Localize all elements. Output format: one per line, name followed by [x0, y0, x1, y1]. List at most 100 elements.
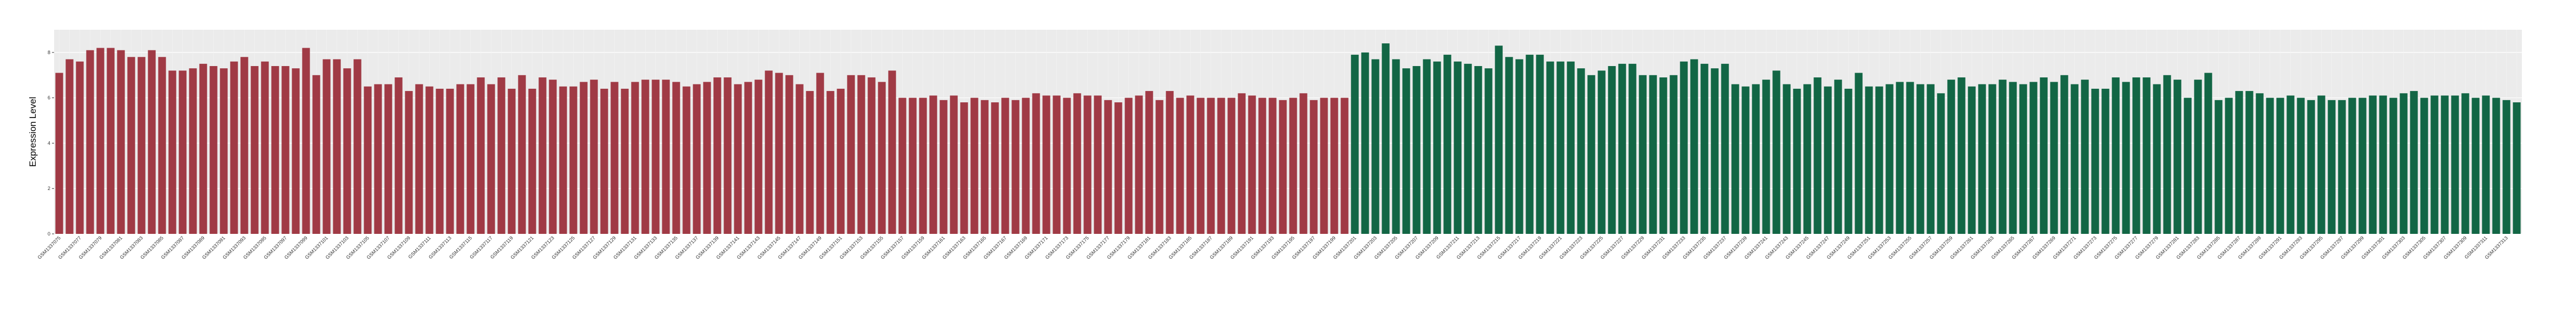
bar	[2040, 77, 2048, 234]
bar	[1618, 63, 1626, 234]
bar	[1155, 100, 1164, 234]
bar	[1639, 75, 1647, 234]
bar	[209, 66, 218, 234]
bar	[2194, 80, 2202, 234]
bar	[55, 73, 63, 234]
bar	[826, 91, 834, 234]
bar	[1166, 91, 1174, 234]
bar	[312, 75, 320, 234]
bar	[384, 84, 392, 234]
bar	[518, 75, 526, 234]
bar	[261, 61, 269, 234]
bar	[230, 61, 238, 234]
bar	[652, 80, 660, 234]
bar	[600, 88, 608, 234]
bar	[2019, 84, 2027, 234]
bar	[2214, 100, 2223, 234]
bar	[960, 102, 968, 234]
bar	[466, 84, 475, 234]
bar	[878, 82, 886, 234]
bar	[1968, 86, 1976, 234]
bar	[446, 88, 454, 234]
bar	[1731, 84, 1739, 234]
bar	[2173, 80, 2181, 234]
bar	[179, 70, 187, 234]
bar	[2112, 77, 2120, 234]
bar	[1083, 95, 1092, 234]
bar	[2472, 97, 2480, 234]
bar	[271, 66, 279, 234]
bar	[251, 66, 259, 234]
bar	[2307, 100, 2315, 234]
bar	[1546, 61, 1554, 234]
bar	[1125, 97, 1133, 234]
bar	[1783, 84, 1791, 234]
bar	[2204, 73, 2212, 234]
bar	[2091, 88, 2099, 234]
bar	[1402, 68, 1410, 234]
bar	[1742, 86, 1750, 234]
bar	[631, 82, 639, 234]
bar	[590, 80, 598, 234]
bar	[302, 48, 310, 234]
bar	[1320, 97, 1328, 234]
bar	[1947, 80, 1955, 234]
bar	[806, 91, 814, 234]
bar	[199, 63, 207, 234]
bar	[785, 75, 793, 234]
bar	[713, 77, 721, 234]
bar	[1824, 86, 1832, 234]
bar	[2143, 77, 2151, 234]
bar	[1011, 100, 1020, 234]
bar	[2009, 82, 2017, 234]
bar	[1186, 95, 1194, 234]
bar	[765, 70, 773, 234]
bar	[323, 59, 331, 234]
bar	[1238, 93, 1246, 234]
y-tick-label: 6	[48, 95, 50, 101]
bar	[2122, 82, 2130, 234]
bar	[1885, 84, 1894, 234]
bar	[2266, 97, 2274, 234]
bar	[2328, 100, 2336, 234]
bar	[2461, 93, 2469, 234]
bar	[117, 50, 125, 234]
bar	[2369, 95, 2377, 234]
bar	[436, 88, 444, 234]
bar	[2513, 102, 2521, 234]
bar	[1526, 55, 1534, 234]
bar	[1361, 52, 1369, 234]
bar	[682, 86, 691, 234]
plot-panel	[54, 30, 2522, 234]
bar	[2132, 77, 2140, 234]
x-axis-labels: GSM1337075GSM1337077GSM1337079GSM1337081…	[37, 235, 2509, 260]
y-tick-label: 2	[48, 186, 50, 191]
bar	[857, 75, 865, 234]
bar	[1135, 95, 1143, 234]
bar	[220, 68, 228, 234]
bar	[333, 59, 341, 234]
bar	[2081, 80, 2089, 234]
bar	[137, 57, 146, 234]
bar	[1937, 93, 1945, 234]
bar	[2286, 95, 2295, 234]
bar	[1670, 75, 1678, 234]
bar	[569, 86, 577, 234]
bar	[1114, 102, 1122, 234]
bar	[1001, 97, 1009, 234]
bar	[1351, 55, 1359, 234]
bar	[796, 84, 804, 234]
bar	[1310, 100, 1318, 234]
bar	[2060, 75, 2068, 234]
bar	[2400, 93, 2408, 234]
bar	[508, 88, 516, 234]
bar	[148, 50, 156, 234]
bar	[919, 97, 927, 234]
bar	[868, 77, 876, 234]
bar	[1772, 70, 1780, 234]
y-tick-label: 4	[48, 140, 50, 146]
bar	[970, 97, 978, 234]
bar	[693, 84, 701, 234]
bar	[456, 84, 464, 234]
